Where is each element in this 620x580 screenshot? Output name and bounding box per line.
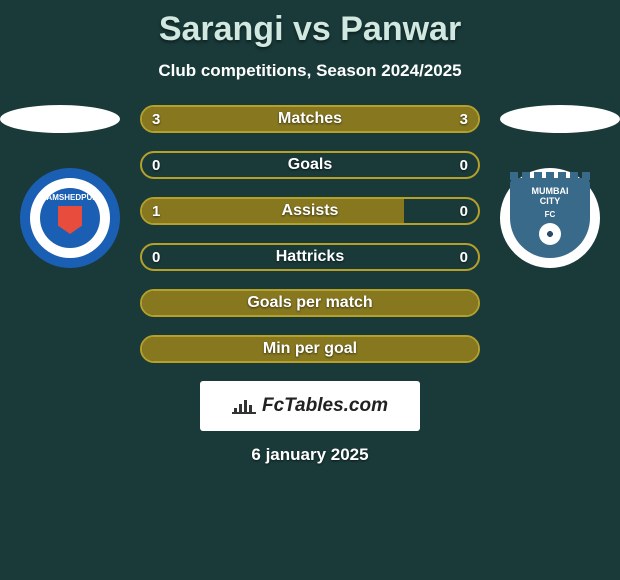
bar-value-right: 0 [460,199,468,223]
bar-label: Hattricks [142,245,478,269]
bar-label: Assists [142,199,478,223]
bar-label: Goals per match [142,291,478,315]
stat-bar: Goals0 0 [140,151,480,179]
bar-value-left: 3 [152,107,160,131]
bar-label: Min per goal [142,337,478,361]
chart-icon [232,394,256,418]
club-logo-right-inner: MUMBAI CITY FC [510,178,590,258]
bar-label: Matches [142,107,478,131]
club-logo-left-inner: JAMSHEDPUR [40,188,100,248]
club-logo-right: MUMBAI CITY FC [500,168,600,268]
bar-value-right: 0 [460,245,468,269]
subtitle: Club competitions, Season 2024/2025 [0,61,620,81]
footer-brand-logo: FcTables.com [200,381,420,431]
club-fc-label: FC [545,210,556,219]
page-title: Sarangi vs Panwar [0,0,620,49]
player-photo-placeholder-right [500,105,620,133]
club-name-right-2: CITY [540,196,561,206]
comparison-area: JAMSHEDPUR MUMBAI CITY FC Matches3 3 Goals… [0,105,620,363]
date-label: 6 january 2025 [0,445,620,465]
stat-bar: Goals per match [140,289,480,317]
stat-bar: Assists1 0 [140,197,480,225]
stat-bar: Hattricks0 0 [140,243,480,271]
club-logo-left: JAMSHEDPUR [20,168,120,268]
bar-value-left: 1 [152,199,160,223]
football-icon [539,223,561,245]
shield-icon [58,206,82,234]
footer-brand-text: FcTables.com [262,395,388,417]
stat-bars: Matches33Goals00Assists10Hattricks00Goal… [140,105,480,363]
bar-value-right: 0 [460,153,468,177]
club-name-left: JAMSHEDPUR [42,193,98,202]
bar-label: Goals [142,153,478,177]
bar-value-right: 3 [460,107,468,131]
bar-value-left: 0 [152,245,160,269]
bar-value-left: 0 [152,153,160,177]
stat-bar: Min per goal [140,335,480,363]
club-name-right-1: MUMBAI [532,186,569,196]
stat-bar: Matches3 3 [140,105,480,133]
player-photo-placeholder-left [0,105,120,133]
